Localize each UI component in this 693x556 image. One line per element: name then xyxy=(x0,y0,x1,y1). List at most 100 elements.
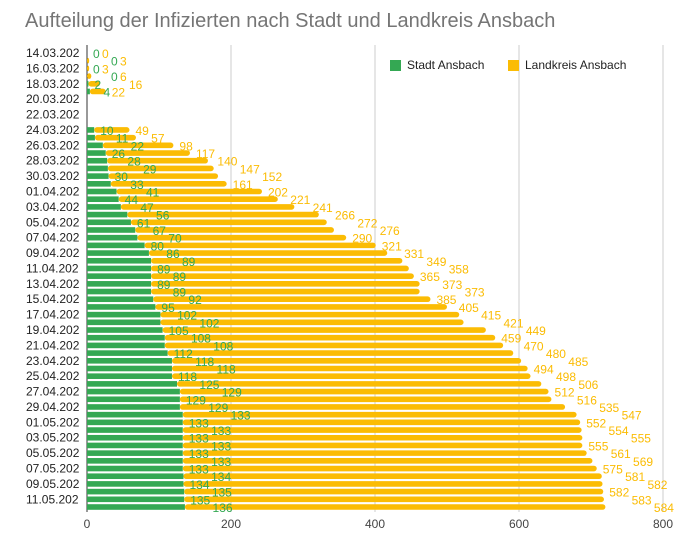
data-label-landkreis: 569 xyxy=(633,455,653,469)
data-label-stadt: 0 xyxy=(93,47,100,61)
bar-landkreis xyxy=(144,242,376,249)
bar-stadt xyxy=(87,427,183,433)
legend-label: Landkreis Ansbach xyxy=(525,58,627,72)
data-label-stadt: 70 xyxy=(168,232,182,246)
bar-stadt xyxy=(87,465,183,472)
data-label-stadt: 133 xyxy=(231,409,251,423)
data-label-landkreis: 561 xyxy=(611,447,631,461)
bar-stadt xyxy=(87,365,172,372)
data-label-landkreis: 582 xyxy=(609,486,629,500)
y-tick-label: 03.05.202 xyxy=(26,431,80,445)
data-label-stadt: 0 xyxy=(111,70,118,84)
data-label-stadt: 44 xyxy=(125,193,139,207)
data-label-stadt: 118 xyxy=(195,355,214,369)
y-tick-label: 03.04.202 xyxy=(26,200,80,214)
bar-stadt xyxy=(87,442,183,449)
bar-landkreis xyxy=(155,304,447,310)
data-label-stadt: 118 xyxy=(217,362,236,376)
y-tick-label: 11.04.202 xyxy=(26,261,79,275)
bar-stadt xyxy=(87,211,128,218)
bar-stadt xyxy=(87,450,183,456)
data-label-landkreis: 365 xyxy=(420,270,440,284)
data-label-stadt: 89 xyxy=(173,270,187,284)
data-label-stadt: 26 xyxy=(112,147,126,161)
data-label-landkreis: 6 xyxy=(120,70,127,84)
legend-swatch xyxy=(508,59,519,71)
bar-landkreis xyxy=(89,88,106,95)
bar-landkreis xyxy=(182,442,583,449)
bar-landkreis xyxy=(87,57,90,64)
data-label-landkreis: 3 xyxy=(102,62,109,76)
data-label-landkreis: 415 xyxy=(481,309,501,323)
data-label-stadt: 30 xyxy=(115,170,129,184)
bar-landkreis xyxy=(107,165,214,172)
legend-label: Stadt Ansbach xyxy=(407,58,485,72)
bar-stadt xyxy=(87,357,172,364)
y-tick-label: 21.04.202 xyxy=(26,338,80,352)
data-label-landkreis: 575 xyxy=(603,463,623,477)
bar-stadt xyxy=(87,319,161,326)
x-tick-label: 200 xyxy=(221,517,241,531)
y-tick-label: 23.04.202 xyxy=(26,354,80,368)
data-label-stadt: 89 xyxy=(173,286,187,300)
bar-stadt xyxy=(87,173,109,179)
data-label-stadt: 0 xyxy=(93,62,100,76)
bar-stadt xyxy=(87,396,180,403)
data-label-landkreis: 581 xyxy=(625,470,645,484)
bar-stadt xyxy=(87,165,108,172)
bar-landkreis xyxy=(183,473,602,480)
bar-landkreis xyxy=(107,157,208,164)
bar-stadt xyxy=(87,80,89,87)
data-label-landkreis: 0 xyxy=(102,47,109,61)
bar-landkreis xyxy=(160,319,464,326)
bar-landkreis xyxy=(183,481,603,487)
data-label-stadt: 67 xyxy=(153,224,167,238)
bar-landkreis xyxy=(137,234,347,241)
data-label-stadt: 136 xyxy=(213,501,233,515)
bar-landkreis xyxy=(162,327,486,333)
data-label-stadt: 80 xyxy=(151,239,165,253)
data-label-stadt: 134 xyxy=(211,470,231,484)
bar-stadt xyxy=(87,234,138,241)
data-label-landkreis: 152 xyxy=(262,170,282,184)
data-label-landkreis: 241 xyxy=(313,201,333,215)
bar-landkreis xyxy=(130,219,327,226)
bar-stadt xyxy=(87,273,152,279)
bar-landkreis xyxy=(184,496,604,503)
data-label-stadt: 118 xyxy=(178,370,197,384)
bar-landkreis xyxy=(182,434,583,441)
data-label-landkreis: 276 xyxy=(380,224,400,238)
bar-landkreis xyxy=(105,150,190,156)
x-tick-label: 600 xyxy=(509,517,529,531)
data-label-landkreis: 266 xyxy=(335,209,355,223)
bar-landkreis xyxy=(160,311,460,318)
data-label-landkreis: 584 xyxy=(654,501,674,515)
bar-landkreis xyxy=(182,411,577,418)
data-label-landkreis: 373 xyxy=(442,278,462,292)
data-label-stadt: 47 xyxy=(140,201,154,215)
x-tick-label: 800 xyxy=(653,517,673,531)
y-tick-label: 05.04.202 xyxy=(26,215,80,229)
bar-landkreis xyxy=(151,265,409,272)
bar-landkreis xyxy=(88,80,100,87)
bar-landkreis xyxy=(164,334,496,341)
data-label-landkreis: 22 xyxy=(112,85,126,99)
y-tick-label: 20.03.202 xyxy=(26,92,80,106)
y-tick-label: 30.03.202 xyxy=(26,169,80,183)
data-label-landkreis: 373 xyxy=(465,286,485,300)
data-label-landkreis: 405 xyxy=(459,301,479,315)
bar-landkreis xyxy=(118,196,278,203)
bar-landkreis xyxy=(167,350,514,356)
bar-stadt xyxy=(87,419,183,426)
data-label-landkreis: 506 xyxy=(578,378,598,392)
data-label-stadt: 108 xyxy=(191,332,211,346)
bar-landkreis xyxy=(171,357,522,364)
data-label-landkreis: 583 xyxy=(632,493,652,507)
data-label-landkreis: 16 xyxy=(129,78,143,92)
data-label-stadt: 11 xyxy=(116,132,129,146)
bar-stadt xyxy=(87,496,185,503)
data-label-stadt: 28 xyxy=(127,155,141,169)
y-tick-label: 07.05.202 xyxy=(26,462,80,476)
bar-stadt xyxy=(87,250,149,256)
y-tick-label: 07.04.202 xyxy=(26,231,80,245)
